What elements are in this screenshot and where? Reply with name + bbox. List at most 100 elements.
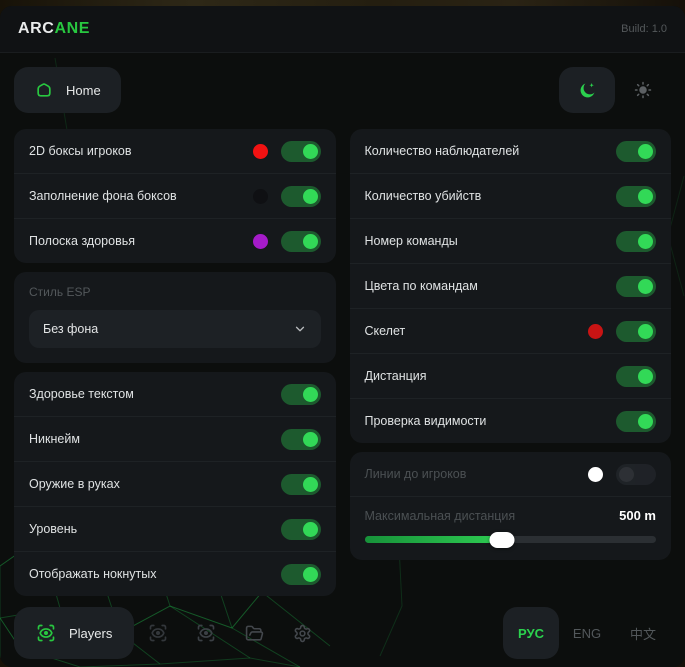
tab-aim[interactable] (182, 607, 230, 659)
toggle-switch[interactable] (280, 473, 321, 495)
color-swatch[interactable] (588, 466, 603, 482)
setting-label: Полоска здоровья (29, 234, 135, 248)
toggle-switch[interactable] (616, 230, 656, 252)
setting-row-2d-boxes: 2D боксы игроков (14, 129, 336, 173)
brand-logo: ARCANE (18, 20, 90, 38)
toggle-switch[interactable] (616, 185, 656, 207)
toggle-switch[interactable] (280, 518, 321, 540)
color-swatch[interactable] (252, 188, 268, 204)
toggle-knob (302, 233, 318, 249)
toggle-switch[interactable] (616, 320, 656, 342)
setting-row-weapon: Оружие в руках (14, 461, 336, 506)
toggle-knob (302, 566, 318, 582)
setting-row-kills: Количество убийств (349, 173, 671, 218)
setting-label: Отображать нокнутых (29, 567, 157, 581)
toggle-knob (302, 386, 318, 402)
toggle-knob (302, 476, 318, 492)
color-swatch[interactable] (588, 323, 603, 339)
toggle-knob (638, 278, 653, 294)
tab-players[interactable]: Players (14, 607, 135, 659)
setting-label: Уровень (29, 522, 78, 536)
scan-eye-icon (37, 624, 55, 642)
toggle-switch[interactable] (280, 140, 321, 162)
toggle-knob (302, 521, 318, 537)
setting-label: Здоровье текстом (29, 387, 134, 401)
setting-label: Количество наблюдателей (364, 144, 520, 158)
chevron-down-icon (295, 326, 304, 332)
esp-style-value: Без фона (43, 322, 99, 336)
slider-handle[interactable] (489, 531, 514, 548)
esp-style-dropdown[interactable]: Без фона (29, 310, 321, 348)
toggle-knob (638, 368, 653, 384)
home-label: Home (66, 82, 101, 98)
color-swatch[interactable] (252, 143, 268, 159)
max-distance-label: Максимальная дистанция (364, 508, 516, 523)
toggle-knob (638, 188, 653, 204)
esp-style-label: Стиль ESP (29, 285, 91, 299)
toggle-switch[interactable] (616, 463, 656, 485)
lang-rus-button[interactable]: РУС (503, 607, 559, 659)
scan-eye-icon (150, 624, 167, 642)
tab-esp-secondary[interactable] (134, 607, 182, 659)
toggle-switch[interactable] (616, 275, 656, 297)
setting-label: Номер команды (364, 234, 458, 248)
toggle-knob (638, 413, 653, 429)
toggle-switch[interactable] (280, 383, 321, 405)
toggle-knob (302, 188, 318, 204)
toggle-knob (302, 431, 318, 447)
setting-row-team-number: Номер команды (349, 218, 671, 263)
boxes-card: 2D боксы игроков Заполнение фона боксов … (14, 129, 336, 263)
info-card: Количество наблюдателей Количество убийс… (349, 129, 672, 443)
home-tab[interactable]: Home (14, 67, 121, 113)
toggle-switch[interactable] (616, 410, 656, 432)
setting-row-health-text: Здоровье текстом (14, 372, 336, 416)
setting-label: Проверка видимости (364, 414, 487, 428)
toggle-knob (619, 466, 634, 482)
lines-distance-card: Линии до игроков Максимальная дистанция … (349, 452, 672, 560)
players-label: Players (69, 625, 113, 641)
dark-mode-button[interactable] (559, 67, 615, 113)
left-column: 2D боксы игроков Заполнение фона боксов … (14, 129, 336, 596)
toggle-switch[interactable] (280, 185, 321, 207)
toggle-knob (638, 233, 653, 249)
setting-label: Дистанция (364, 369, 427, 383)
toggle-switch[interactable] (280, 230, 321, 252)
setting-row-health-bar: Полоска здоровья (14, 218, 336, 263)
folder-icon (245, 625, 264, 641)
bottom-bar: Players (0, 607, 685, 659)
setting-label: Оружие в руках (29, 477, 120, 491)
app-window: ARCANE Build: 1.0 Home (0, 6, 685, 667)
setting-label: Количество убийств (364, 189, 482, 203)
setting-row-team-colors: Цвета по командам (349, 263, 671, 308)
toggle-switch[interactable] (616, 365, 656, 387)
lang-zh-button[interactable]: 中文 (615, 607, 671, 659)
lang-eng-button[interactable]: ENG (559, 607, 615, 659)
toggle-switch[interactable] (616, 140, 656, 162)
setting-row-spectators: Количество наблюдателей (350, 129, 672, 173)
setting-label: Скелет (364, 324, 406, 338)
language-switcher: РУС ENG 中文 (503, 607, 671, 659)
setting-row-distance: Дистанция (349, 353, 671, 398)
toggle-knob (638, 143, 653, 159)
toggle-switch[interactable] (280, 563, 321, 585)
text-info-card: Здоровье текстом Никнейм Оружие в руках … (14, 372, 336, 596)
light-mode-button[interactable] (615, 67, 671, 113)
setting-row-box-fill: Заполнение фона боксов (14, 173, 336, 218)
setting-row-skeleton: Скелет (349, 308, 671, 353)
setting-label: Никнейм (29, 432, 80, 446)
settings-area: 2D боксы игроков Заполнение фона боксов … (0, 113, 685, 596)
home-icon (37, 83, 51, 97)
toggle-switch[interactable] (280, 428, 321, 450)
brand-part-white: ARC (18, 20, 55, 37)
esp-style-card: Стиль ESP Без фона (14, 272, 336, 363)
tab-configs[interactable] (230, 607, 278, 659)
nav-row: Home (0, 53, 685, 113)
max-distance-block: Максимальная дистанция 500 m (349, 496, 671, 560)
setting-row-lines: Линии до игроков (350, 452, 672, 496)
title-bar: ARCANE Build: 1.0 (0, 6, 685, 53)
color-swatch[interactable] (252, 233, 268, 249)
scan-eye-icon (198, 624, 215, 642)
tab-settings[interactable] (278, 607, 326, 659)
distance-slider[interactable] (364, 531, 656, 548)
setting-row-visibility-check: Проверка видимости (349, 398, 671, 443)
